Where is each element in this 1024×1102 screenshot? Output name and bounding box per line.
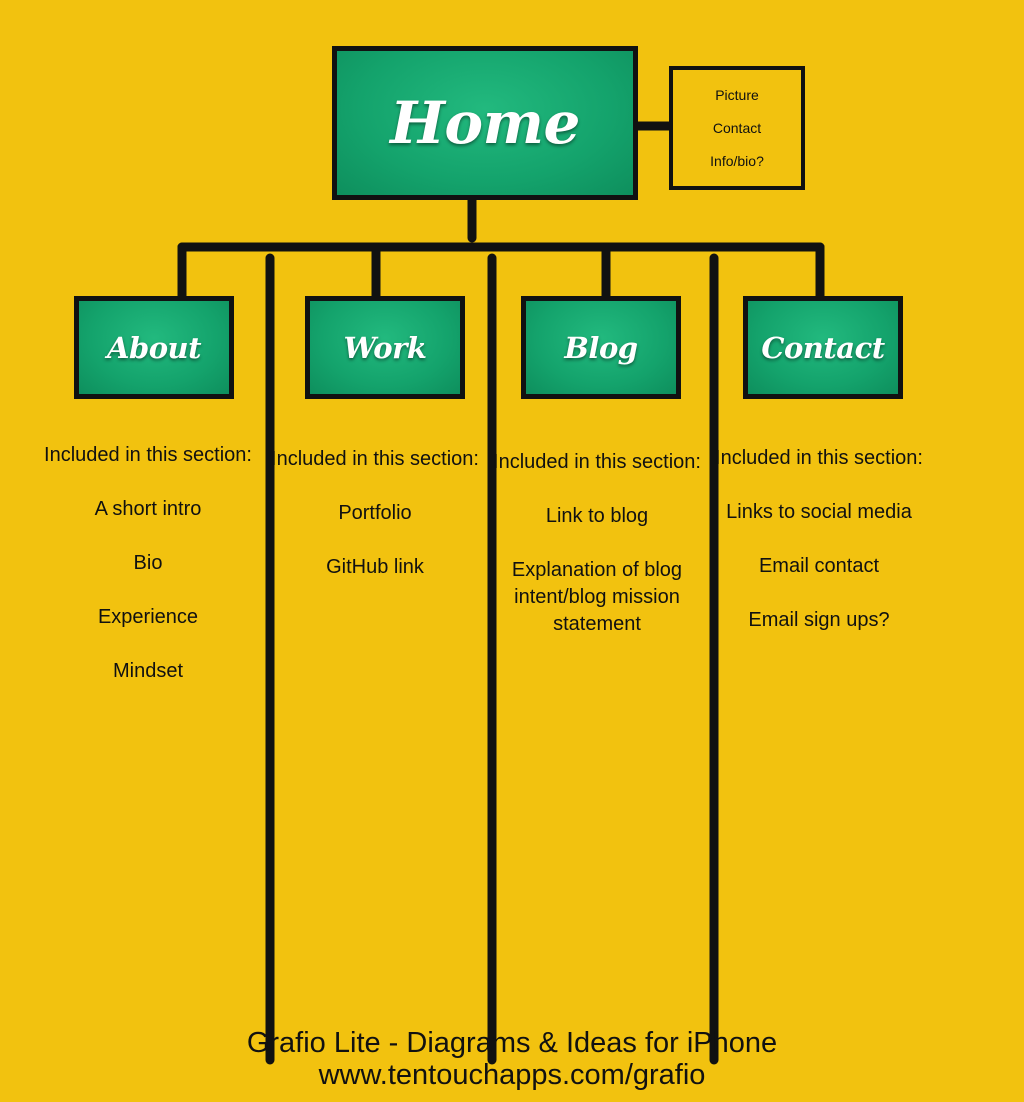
work-item: Portfolio [338,502,412,524]
about-item: Mindset [112,660,184,682]
blog-details: Included in this section: Link to blog E… [492,449,702,665]
work-title: Work [343,330,427,365]
info-item-picture: Picture [715,87,759,103]
about-title: About [106,330,202,365]
contact-item: Email sign ups? [748,609,890,631]
info-item-bio: Info/bio? [710,153,764,169]
work-box[interactable]: Work [305,296,465,399]
about-item: Experience [97,606,199,628]
blog-box[interactable]: Blog [521,296,681,399]
about-box[interactable]: About [74,296,234,399]
contact-item: Links to social media [726,501,912,523]
blog-heading: Included in this section: [493,451,701,473]
blog-item: Link to blog [545,505,649,527]
home-title: Home [390,89,580,157]
blog-item: Explanation of blog intent/blog mission … [511,559,683,635]
blog-title: Blog [564,330,638,365]
info-item-contact: Contact [712,120,762,136]
contact-details: Included in this section: Links to socia… [714,445,924,661]
work-heading: Included in this section: [271,448,479,470]
home-box[interactable]: Home [332,46,638,200]
work-details: Included in this section: Portfolio GitH… [270,446,480,608]
footer-url: www.tentouchapps.com/grafio [318,1059,706,1091]
contact-heading: Included in this section: [715,447,923,469]
contact-title: Contact [761,330,885,365]
contact-item: Email contact [758,555,880,577]
contact-box[interactable]: Contact [743,296,903,399]
about-heading: Included in this section: [44,444,252,466]
work-item: GitHub link [326,556,424,578]
about-item: A short intro [94,498,202,520]
footer-app-credit: Grafio Lite - Diagrams & Ideas for iPhon… [246,1027,778,1059]
about-details: Included in this section: A short intro … [43,442,253,712]
home-info-box[interactable]: Picture Contact Info/bio? [669,66,805,190]
about-item: Bio [133,552,163,574]
